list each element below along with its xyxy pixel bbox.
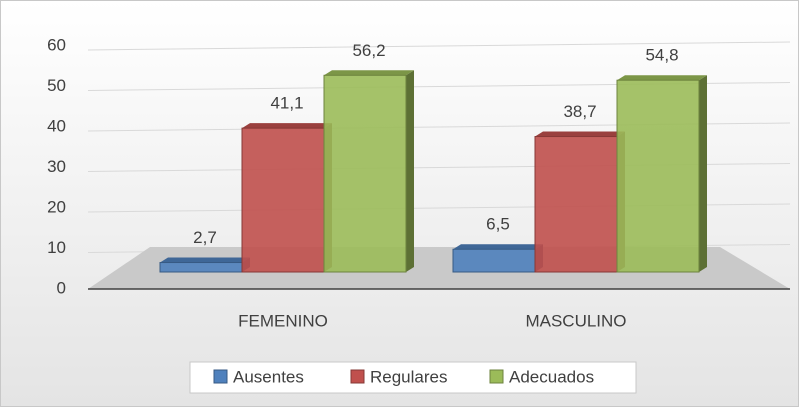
legend-label: Ausentes (233, 367, 304, 386)
legend-swatch (213, 369, 228, 384)
bar-top (160, 257, 250, 263)
bar (159, 257, 250, 273)
bar (241, 123, 332, 273)
legend-swatch (489, 369, 504, 384)
y-tick-label: 20 (47, 197, 66, 216)
bar-front (534, 136, 618, 273)
data-label: 38,7 (563, 102, 596, 121)
bar (534, 131, 625, 273)
bar (323, 70, 414, 273)
x-tick-label: MASCULINO (525, 311, 626, 330)
bar (616, 75, 707, 273)
y-tick-label: 60 (47, 35, 66, 54)
bar-front (616, 79, 700, 273)
y-tick-label: 40 (47, 116, 66, 135)
bar-front (159, 262, 243, 273)
bar-front (241, 127, 325, 273)
bar-side (406, 70, 414, 272)
legend-label: Adecuados (509, 367, 594, 386)
bar-top (242, 123, 332, 129)
bar-front (323, 74, 407, 273)
bar-top (453, 244, 543, 250)
bar-top (617, 75, 707, 81)
data-label: 41,1 (270, 94, 303, 113)
data-label: 56,2 (352, 41, 385, 60)
data-label: 54,8 (645, 46, 678, 65)
bar-top (324, 70, 414, 76)
bar-top (535, 131, 625, 137)
data-label: 6,5 (486, 215, 510, 234)
bar (452, 244, 543, 273)
legend-swatch (350, 369, 365, 384)
x-tick-label: FEMENINO (238, 311, 328, 330)
data-label: 2,7 (193, 228, 217, 247)
y-tick-label: 10 (47, 238, 66, 257)
legend (189, 361, 637, 394)
bar-front (452, 248, 536, 273)
y-tick-label: 0 (57, 278, 66, 297)
y-tick-label: 50 (47, 76, 66, 95)
y-tick-label: 30 (47, 157, 66, 176)
bar-side (699, 75, 707, 272)
grid-line (87, 41, 791, 51)
legend-label: Regulares (370, 367, 448, 386)
